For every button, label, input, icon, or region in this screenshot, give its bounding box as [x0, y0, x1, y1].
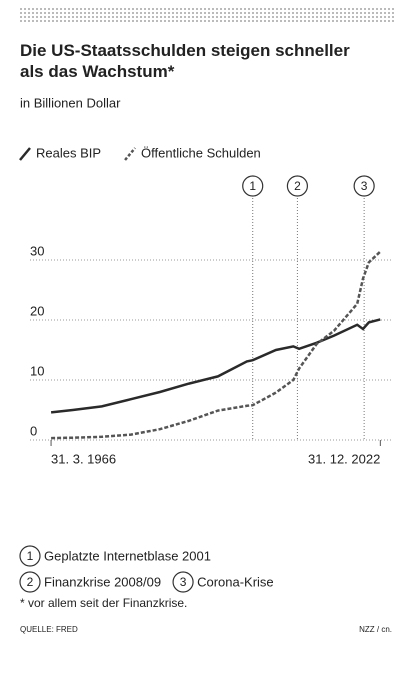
y-tick-label: 10: [30, 363, 44, 378]
annotation-number: 2: [294, 179, 301, 193]
source: QUELLE: FRED: [20, 625, 78, 634]
legend-label: Öffentliche Schulden: [141, 145, 261, 160]
annotation-key-text: Finanzkrise 2008/09: [44, 574, 161, 589]
y-tick-label: 20: [30, 303, 44, 318]
annotation-key-circle: [19, 571, 41, 593]
annotation-key-text: Corona-Krise: [197, 574, 274, 589]
annotation-circle: [242, 175, 264, 197]
x-tick-label: 31. 3. 1966: [51, 451, 116, 466]
annotation-circle: [286, 175, 309, 197]
series-line: [50, 318, 381, 414]
y-tick-label: 30: [30, 243, 44, 258]
annotation-key-number: 3: [180, 575, 187, 589]
annotation-number: 3: [361, 179, 368, 193]
annotation-key-circle: [172, 571, 194, 593]
credit: NZZ / cn.: [359, 625, 392, 634]
legend-swatch: [19, 147, 31, 161]
annotation-key-text: Geplatzte Internetblase 2001: [44, 548, 211, 563]
chart-subtitle: in Billionen Dollar: [20, 95, 121, 110]
annotation-key-circle: [19, 545, 41, 567]
annotation-key-number: 1: [27, 549, 34, 563]
legend-label: Reales BIP: [36, 145, 101, 160]
footnote: * vor allem seit der Finanzkrise.: [20, 596, 187, 610]
legend-swatch: [124, 147, 137, 161]
annotation-circle: [353, 175, 375, 197]
annotation-key-number: 2: [27, 575, 34, 589]
chart-title: Die US-Staatsschulden steigen schneller a…: [20, 41, 350, 81]
annotation-number: 1: [249, 179, 256, 193]
series-line: [51, 250, 382, 440]
x-tick-label: 31. 12. 2022: [308, 451, 380, 466]
top-band: [18, 8, 394, 22]
y-tick-label: 0: [30, 423, 37, 438]
